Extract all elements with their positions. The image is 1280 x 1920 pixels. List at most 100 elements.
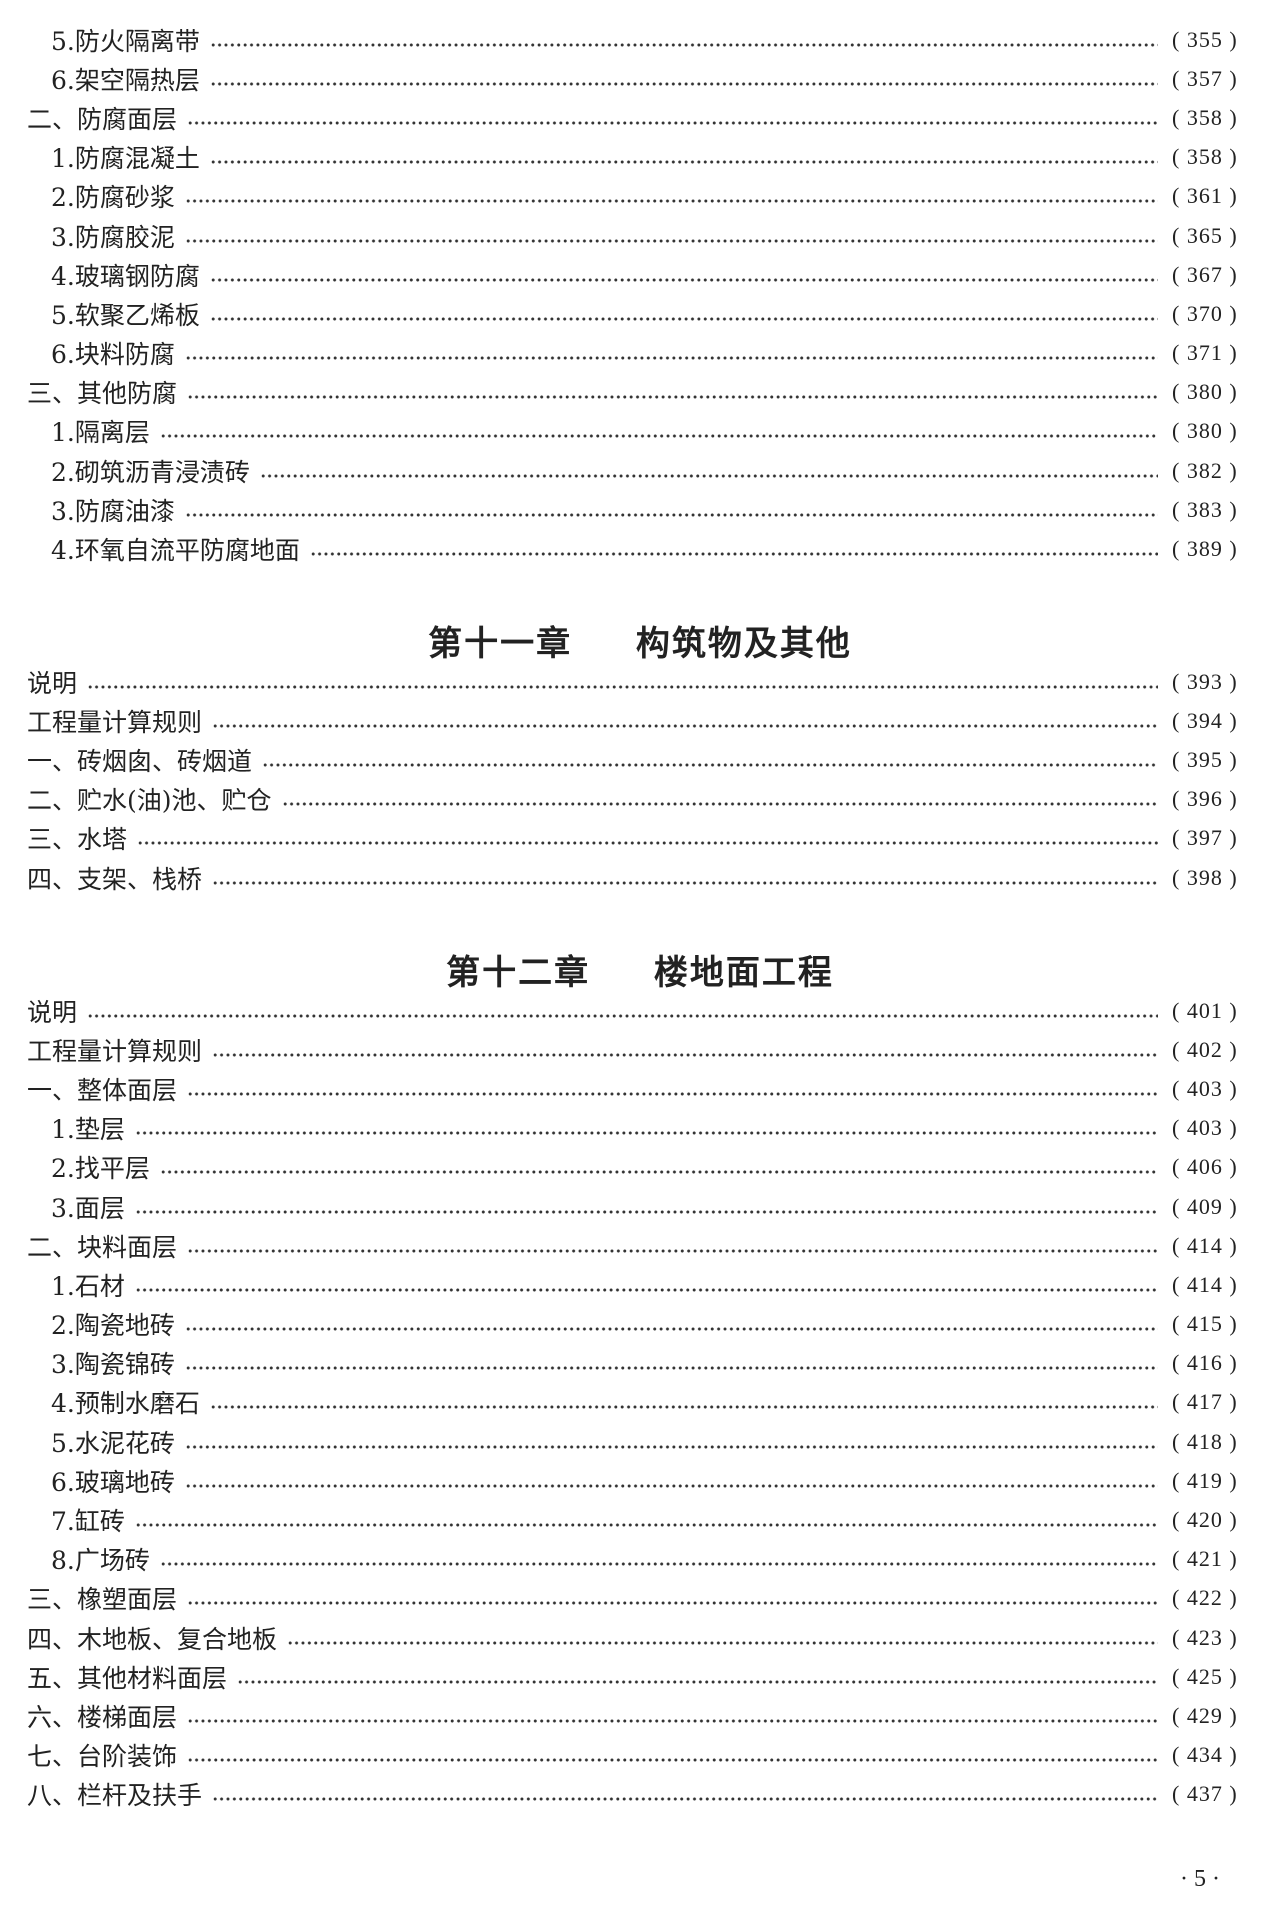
toc-entry-page: ( 380 ) xyxy=(1172,418,1238,444)
toc-entry[interactable]: 说明 ( 401 ) xyxy=(0,991,1280,1030)
toc-entry-label: 1.隔离层 xyxy=(51,418,150,448)
toc-entry-page: ( 361 ) xyxy=(1172,183,1238,209)
toc-entry[interactable]: 2.砌筑沥青浸渍砖 ( 382 ) xyxy=(0,451,1280,490)
toc-entry-label: 3.陶瓷锦砖 xyxy=(51,1350,175,1380)
dot-leader xyxy=(184,1443,1158,1450)
toc-entry[interactable]: 三、橡塑面层 ( 422 ) xyxy=(0,1579,1280,1618)
toc-entry[interactable]: 2.陶瓷地砖 ( 415 ) xyxy=(0,1305,1280,1344)
toc-entry-page: ( 389 ) xyxy=(1172,536,1238,562)
toc-entry-page: ( 398 ) xyxy=(1172,864,1238,890)
dot-leader xyxy=(209,276,1158,283)
toc-entry[interactable]: 7.缸砖 ( 420 ) xyxy=(0,1500,1280,1539)
dot-leader xyxy=(209,159,1158,166)
dot-leader xyxy=(187,1247,1158,1254)
toc-entry-label: 四、木地板、复合地板 xyxy=(27,1624,278,1654)
toc-entry[interactable]: 说明 ( 393 ) xyxy=(0,662,1280,701)
toc-entry[interactable]: 2.找平层 ( 406 ) xyxy=(0,1148,1280,1187)
toc-entry[interactable]: 5.水泥花砖 ( 418 ) xyxy=(0,1422,1280,1461)
toc-entry[interactable]: 5.软聚乙烯板 ( 370 ) xyxy=(0,294,1280,333)
toc-entry-label: 三、橡塑面层 xyxy=(27,1585,178,1615)
dot-leader xyxy=(187,1717,1158,1724)
toc-entry[interactable]: 二、贮水(油)池、贮仓 ( 396 ) xyxy=(0,780,1280,819)
toc-entry-page: ( 419 ) xyxy=(1172,1467,1238,1493)
toc-entry-page: ( 425 ) xyxy=(1172,1663,1238,1689)
dot-leader xyxy=(209,315,1158,322)
dot-leader xyxy=(281,801,1158,808)
dot-leader xyxy=(184,1326,1158,1333)
dot-leader xyxy=(309,551,1158,558)
dot-leader xyxy=(159,1561,1158,1568)
toc-entry-label: 4.环氧自流平防腐地面 xyxy=(51,536,300,566)
toc-entry[interactable]: 4.玻璃钢防腐 ( 367 ) xyxy=(0,255,1280,294)
toc-entry-page: ( 367 ) xyxy=(1172,261,1238,287)
toc-entry-page: ( 402 ) xyxy=(1172,1036,1238,1062)
toc-entry[interactable]: 二、防腐面层 ( 358 ) xyxy=(0,98,1280,137)
toc-entry-page: ( 403 ) xyxy=(1172,1075,1238,1101)
toc-entry-label: 5.防火隔离带 xyxy=(51,26,200,56)
toc-entry-page: ( 393 ) xyxy=(1172,668,1238,694)
toc-entry[interactable]: 1.垫层 ( 403 ) xyxy=(0,1109,1280,1148)
dot-leader xyxy=(259,472,1158,479)
toc-entry-page: ( 394 ) xyxy=(1172,707,1238,733)
toc-entry[interactable]: 三、其他防腐 ( 380 ) xyxy=(0,373,1280,412)
toc-entry[interactable]: 1.防腐混凝土 ( 358 ) xyxy=(0,138,1280,177)
toc-entry-page: ( 422 ) xyxy=(1172,1585,1238,1611)
toc-section-chapter-10-continued: 5.防火隔离带 ( 355 ) 6.架空隔热层 ( 357 ) 二、防腐面层 ( 358 … xyxy=(0,20,1280,569)
toc-entry-page: ( 357 ) xyxy=(1172,65,1238,91)
toc-entry-label: 一、砖烟囱、砖烟道 xyxy=(27,746,253,776)
toc-entry[interactable]: 一、整体面层 ( 403 ) xyxy=(0,1069,1280,1108)
toc-entry[interactable]: 2.防腐砂浆 ( 361 ) xyxy=(0,177,1280,216)
toc-entry-page: ( 437 ) xyxy=(1172,1781,1238,1807)
toc-entry-page: ( 414 ) xyxy=(1172,1271,1238,1297)
toc-entry-label: 三、水塔 xyxy=(27,825,128,855)
toc-entry[interactable]: 6.玻璃地砖 ( 419 ) xyxy=(0,1461,1280,1500)
dot-leader xyxy=(184,1482,1158,1489)
toc-entry[interactable]: 3.陶瓷锦砖 ( 416 ) xyxy=(0,1344,1280,1383)
toc-entry[interactable]: 四、木地板、复合地板 ( 423 ) xyxy=(0,1618,1280,1657)
toc-entry[interactable]: 4.预制水磨石 ( 417 ) xyxy=(0,1383,1280,1422)
toc-entry-label: 2.陶瓷地砖 xyxy=(51,1311,175,1341)
toc-entry-label: 6.玻璃地砖 xyxy=(51,1467,175,1497)
toc-entry[interactable]: 4.环氧自流平防腐地面 ( 389 ) xyxy=(0,529,1280,568)
toc-entry-label: 2.找平层 xyxy=(51,1154,150,1184)
dot-leader xyxy=(134,1286,1158,1293)
dot-leader xyxy=(187,1757,1158,1764)
toc-entry-page: ( 371 ) xyxy=(1172,340,1238,366)
toc-entry[interactable]: 五、其他材料面层 ( 425 ) xyxy=(0,1657,1280,1696)
toc-entry[interactable]: 四、支架、栈桥 ( 398 ) xyxy=(0,858,1280,897)
toc-entry[interactable]: 六、楼梯面层 ( 429 ) xyxy=(0,1696,1280,1735)
toc-entry[interactable]: 工程量计算规则 ( 394 ) xyxy=(0,701,1280,740)
toc-entry[interactable]: 1.石材 ( 414 ) xyxy=(0,1265,1280,1304)
dot-leader xyxy=(87,1012,1158,1019)
toc-entry[interactable]: 3.防腐油漆 ( 383 ) xyxy=(0,490,1280,529)
dot-leader xyxy=(184,237,1158,244)
toc-entry[interactable]: 1.隔离层 ( 380 ) xyxy=(0,412,1280,451)
toc-entry[interactable]: 二、块料面层 ( 414 ) xyxy=(0,1226,1280,1265)
toc-entry-page: ( 355 ) xyxy=(1172,26,1238,52)
toc-entry[interactable]: 七、台阶装饰 ( 434 ) xyxy=(0,1736,1280,1775)
chapter-12-number: 第十二章 xyxy=(446,953,591,993)
toc-entry[interactable]: 3.防腐胶泥 ( 365 ) xyxy=(0,216,1280,255)
toc-entry-page: ( 358 ) xyxy=(1172,144,1238,170)
dot-leader xyxy=(209,41,1158,48)
toc-entry-page: ( 395 ) xyxy=(1172,746,1238,772)
chapter-11-heading: 第十一章 构筑物及其他 xyxy=(0,616,1280,665)
toc-entry-label: 二、块料面层 xyxy=(27,1232,178,1262)
toc-entry[interactable]: 一、砖烟囱、砖烟道 ( 395 ) xyxy=(0,740,1280,779)
toc-entry[interactable]: 8.广场砖 ( 421 ) xyxy=(0,1540,1280,1579)
toc-entry[interactable]: 工程量计算规则 ( 402 ) xyxy=(0,1030,1280,1069)
dot-leader xyxy=(184,1365,1158,1372)
toc-entry[interactable]: 5.防火隔离带 ( 355 ) xyxy=(0,20,1280,59)
dot-leader xyxy=(187,119,1158,126)
toc-entry-label: 工程量计算规则 xyxy=(27,707,203,737)
toc-entry-label: 6.架空隔热层 xyxy=(51,65,200,95)
toc-entry-label: 1.垫层 xyxy=(51,1115,125,1145)
toc-entry[interactable]: 6.块料防腐 ( 371 ) xyxy=(0,334,1280,373)
dot-leader xyxy=(184,511,1158,518)
toc-entry-page: ( 434 ) xyxy=(1172,1742,1238,1768)
toc-entry-label: 5.水泥花砖 xyxy=(51,1428,175,1458)
toc-entry[interactable]: 3.面层 ( 409 ) xyxy=(0,1187,1280,1226)
toc-entry[interactable]: 八、栏杆及扶手 ( 437 ) xyxy=(0,1775,1280,1814)
toc-entry[interactable]: 三、水塔 ( 397 ) xyxy=(0,819,1280,858)
toc-entry[interactable]: 6.架空隔热层 ( 357 ) xyxy=(0,59,1280,98)
